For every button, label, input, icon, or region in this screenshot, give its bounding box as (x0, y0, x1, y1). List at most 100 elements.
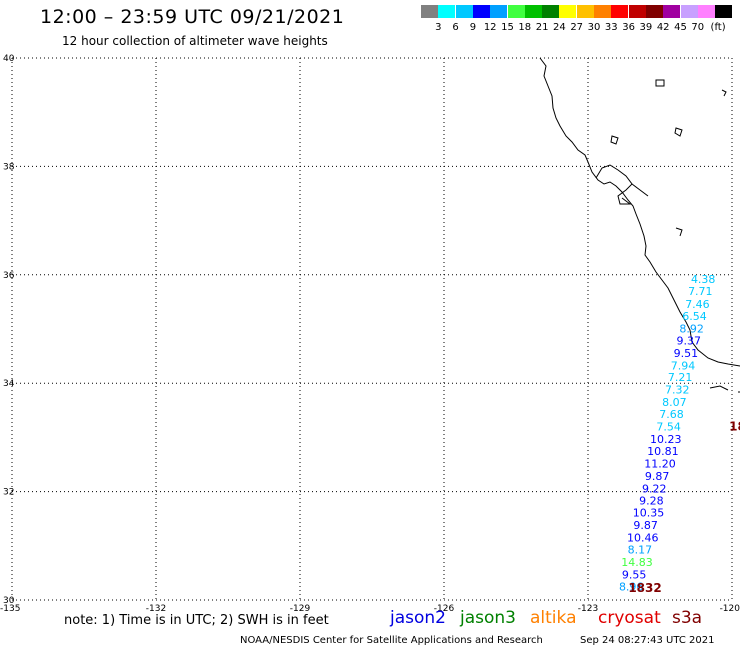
legend-swatch (455, 5, 473, 18)
note-text: note: 1) Time is in UTC; 2) SWH is in fe… (64, 613, 329, 628)
swh-value: 10.35 (633, 507, 665, 520)
swh-value: 9.37 (677, 334, 702, 347)
legend-label: 42 (656, 22, 670, 33)
mission-s3a: s3a (672, 608, 703, 628)
lat-label: 30 (3, 596, 15, 606)
pass-number: 1831 (729, 420, 740, 434)
legend-swatch (542, 5, 560, 18)
latitude-labels: 40 38 36 34 32 30 (3, 54, 15, 606)
legend-label: 70 (691, 22, 705, 33)
swh-value: 11.20 (644, 457, 676, 470)
swh-value: 7.94 (671, 359, 696, 372)
swh-value: 7.71 (688, 285, 713, 298)
legend-swatch (472, 5, 490, 18)
legend-swatch (663, 5, 681, 18)
legend-label: 33 (604, 22, 618, 33)
inland-lake-2 (674, 127, 683, 137)
legend-label: 3 (435, 22, 442, 33)
swh-value: 9.28 (639, 494, 664, 507)
swh-value: 9.51 (674, 347, 699, 360)
swh-value: 7.46 (685, 298, 710, 311)
swh-value: 7.68 (659, 408, 684, 421)
legend-swatch (645, 5, 663, 18)
swh-value: 10.23 (650, 433, 682, 446)
legend-swatch (594, 5, 611, 18)
map-subtitle: 12 hour collection of altimeter wave hei… (62, 34, 328, 48)
swh-value: 4.38 (691, 273, 716, 286)
legend-label: (ft) (710, 22, 726, 33)
legend-swatch (680, 5, 698, 18)
lat-label: 34 (3, 379, 15, 389)
inland-lake-5 (675, 227, 683, 237)
lat-label: 36 (3, 271, 15, 281)
legend-label: 36 (622, 22, 635, 33)
legend-swatch (576, 5, 594, 18)
pass-labels: 1831 1832 (628, 420, 740, 596)
lat-label: 32 (3, 488, 14, 498)
legend-swatch (697, 5, 715, 18)
legend-label: 12 (483, 22, 497, 33)
swh-value: 9.22 (642, 482, 667, 495)
swh-value: 10.46 (627, 532, 659, 545)
legend-swatch (715, 5, 733, 18)
swh-value: 7.32 (665, 384, 690, 397)
legend-swatch (421, 5, 438, 18)
swh-value: 8.07 (662, 396, 687, 409)
swh-value: 6.54 (682, 310, 707, 323)
legend-swatch (438, 5, 456, 18)
legend-label: 39 (639, 22, 653, 33)
swh-value: 9.87 (645, 470, 670, 483)
footer-credit: NOAA/NESDIS Center for Satellite Applica… (240, 635, 543, 646)
lon-label: -129 (290, 604, 311, 614)
sierra-border (631, 183, 649, 197)
longitude-labels: -135 -132 -129 -126 -123 -120 (0, 604, 740, 614)
mission-altika: altika (530, 608, 577, 628)
mission-jason2: jason2 (390, 608, 446, 628)
swh-value: 7.54 (656, 421, 681, 434)
mission-jason3: jason3 (460, 608, 516, 628)
legend-swatch (524, 5, 542, 18)
swh-value: 8.96 (619, 580, 644, 593)
legend-swatch (490, 5, 508, 18)
swh-value: 8.17 (628, 544, 653, 557)
legend-swatch (559, 5, 577, 18)
pass-number: 1832 (628, 581, 661, 595)
legend-label: 15 (501, 22, 514, 33)
legend-label: 6 (452, 22, 459, 33)
wave-height-values: 4.387.717.466.548.929.379.517.947.217.32… (619, 273, 716, 593)
swh-value: 8.92 (679, 322, 704, 335)
mission-cryosat: cryosat (598, 608, 661, 628)
swh-value: 9.87 (633, 519, 658, 532)
legend-swatch (628, 5, 646, 18)
footer-timestamp: Sep 24 08:27:43 UTC 2021 (580, 635, 715, 646)
legend-label: 21 (535, 22, 549, 33)
legend-label: 30 (587, 22, 601, 33)
legend-label: 24 (553, 22, 566, 33)
swh-value: 7.21 (668, 371, 693, 384)
inland-lake-3 (721, 89, 727, 97)
legend-label: 9 (469, 22, 477, 33)
lat-label: 38 (3, 162, 15, 172)
legend-label: 18 (518, 22, 532, 33)
lat-lon-grid (11, 57, 733, 601)
lon-label: -120 (720, 604, 740, 614)
swh-value: 14.83 (621, 556, 653, 569)
legend-swatch (611, 5, 629, 18)
map-title: 12:00 – 23:59 UTC 09/21/2021 (40, 6, 345, 28)
channel-islands (709, 385, 740, 393)
lat-label: 40 (3, 54, 15, 64)
california-coastline (539, 57, 740, 367)
inland-lake-1 (655, 79, 665, 87)
legend-label: 45 (674, 22, 687, 33)
legend-swatch (507, 5, 525, 18)
lon-label: -126 (434, 604, 455, 614)
swh-value: 9.55 (622, 569, 647, 582)
lon-label: -132 (146, 604, 166, 614)
swh-value: 10.81 (647, 445, 679, 458)
inland-lake-4 (610, 135, 619, 145)
coastline (539, 57, 740, 393)
lon-label: -135 (0, 604, 20, 614)
legend-label: 27 (570, 22, 584, 33)
lon-label: -123 (578, 604, 598, 614)
